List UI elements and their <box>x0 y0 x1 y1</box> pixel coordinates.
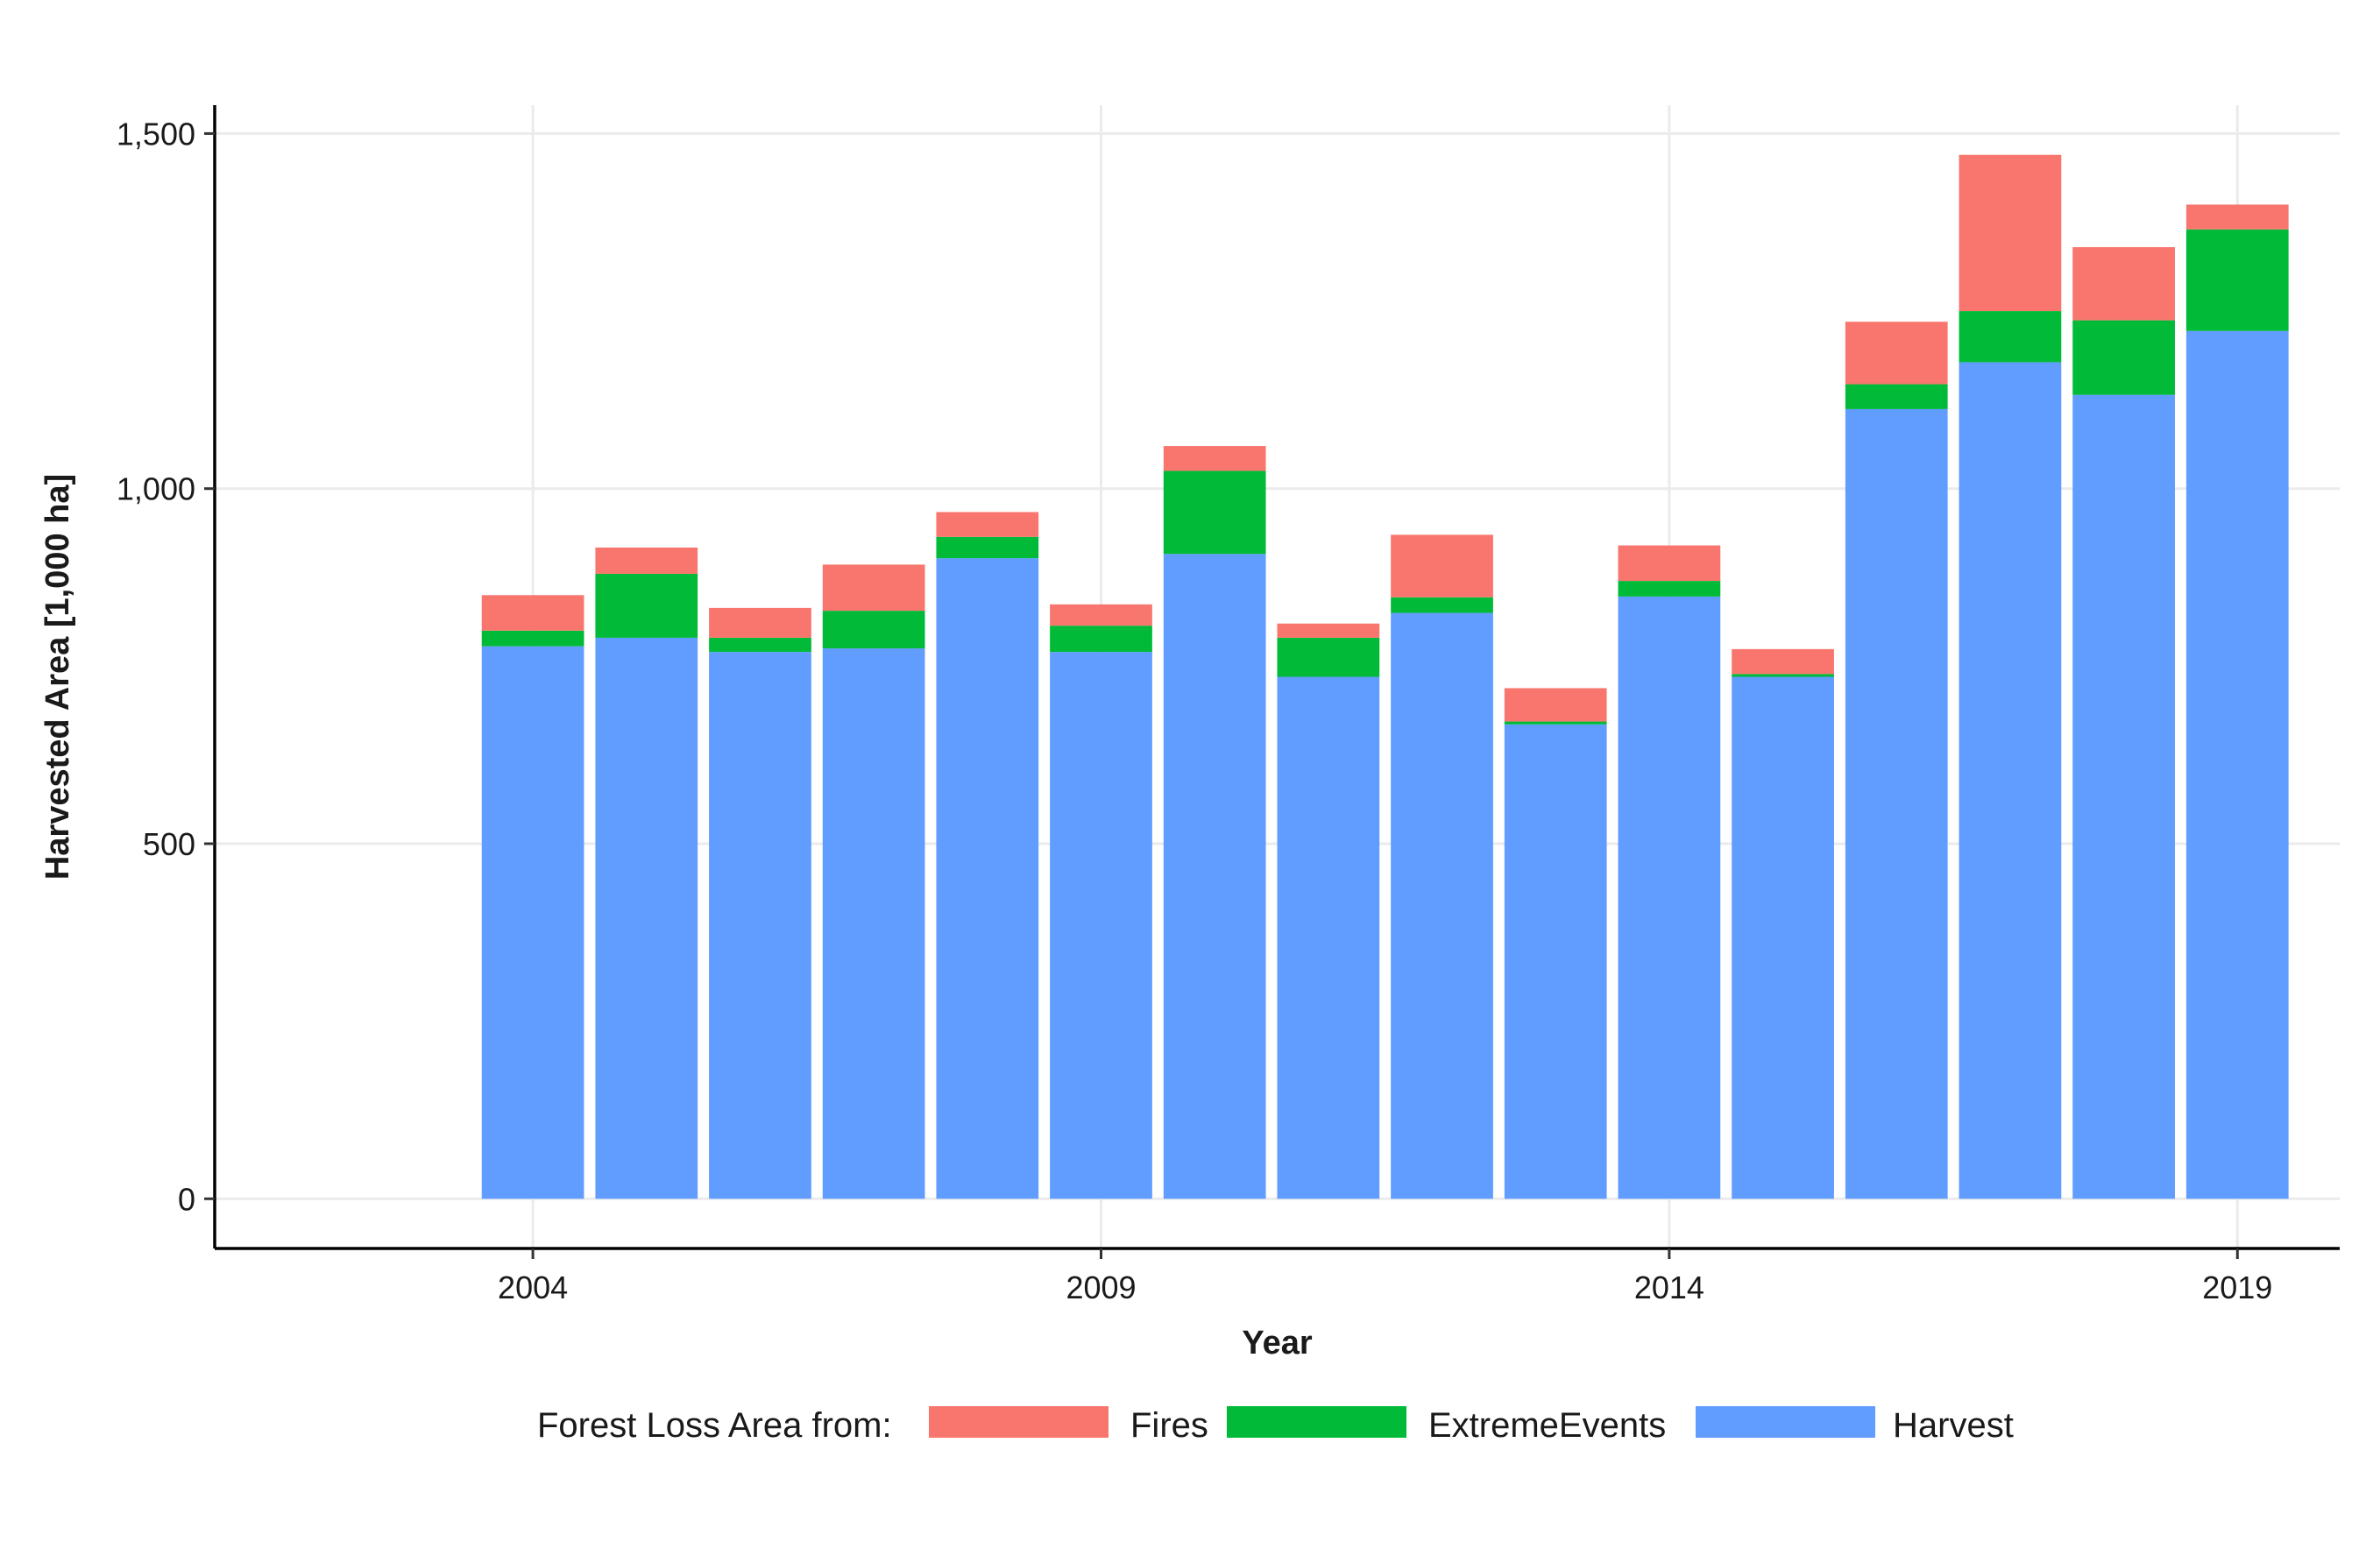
bar-harvest-2005 <box>595 637 698 1199</box>
bar-fires-2006 <box>709 607 811 638</box>
bar-harvest-2004 <box>481 646 584 1199</box>
y-tick-label: 1,000 <box>117 471 195 507</box>
bar-fires-2013 <box>1504 688 1607 722</box>
bar-fires-2016 <box>1845 322 1948 385</box>
bar-fires-2009 <box>1050 604 1152 626</box>
bar-harvest-2019 <box>2185 330 2289 1199</box>
legend-label-fires: Fires <box>1130 1406 1208 1445</box>
bar-fires-2019 <box>2185 204 2289 230</box>
legend: Forest Loss Area from: Fires ExtremeEvent… <box>537 1406 2014 1445</box>
bar-harvest-2007 <box>822 648 925 1199</box>
bar-fires-2004 <box>481 595 584 631</box>
bar-extremeevents-2015 <box>1732 674 1834 677</box>
bar-harvest-2011 <box>1277 676 1380 1199</box>
bar-fires-2005 <box>595 547 698 574</box>
x-tick-label: 2019 <box>2202 1270 2272 1305</box>
bar-extremeevents-2019 <box>2185 229 2289 331</box>
bar-fires-2012 <box>1391 534 1493 598</box>
bar-extremeevents-2007 <box>822 611 925 649</box>
bar-harvest-2015 <box>1732 676 1834 1199</box>
bar-extremeevents-2011 <box>1277 637 1380 677</box>
bar-extremeevents-2016 <box>1845 384 1948 409</box>
bar-extremeevents-2012 <box>1391 597 1493 613</box>
legend-key-extremeevents <box>1227 1406 1406 1438</box>
y-tick-label: 0 <box>178 1181 195 1217</box>
legend-label-extremeevents: ExtremeEvents <box>1428 1406 1666 1445</box>
bar-harvest-2009 <box>1050 652 1152 1199</box>
bar-extremeevents-2013 <box>1504 721 1607 725</box>
legend-key-harvest <box>1696 1406 1875 1438</box>
bar-harvest-2014 <box>1618 596 1721 1199</box>
x-tick-label: 2009 <box>1066 1270 1136 1305</box>
bar-extremeevents-2009 <box>1050 626 1152 653</box>
bar-fires-2010 <box>1163 446 1266 471</box>
bar-fires-2018 <box>2072 247 2175 321</box>
bar-fires-2017 <box>1959 154 2062 312</box>
y-axis-title: Harvested Area [1,000 ha] <box>39 474 76 880</box>
legend-title: Forest Loss Area from: <box>537 1406 892 1445</box>
bar-extremeevents-2017 <box>1959 311 2062 363</box>
bar-harvest-2017 <box>1959 362 2062 1199</box>
bar-harvest-2008 <box>936 558 1039 1199</box>
x-axis-title: Year <box>1242 1325 1313 1362</box>
bar-extremeevents-2005 <box>595 573 698 638</box>
axes <box>213 105 2340 1250</box>
bar-fires-2011 <box>1277 623 1380 638</box>
bar-extremeevents-2006 <box>709 637 811 653</box>
bar-fires-2008 <box>936 512 1039 537</box>
bar-harvest-2016 <box>1845 408 1948 1199</box>
bar-extremeevents-2010 <box>1163 470 1266 555</box>
y-tick-label: 1,500 <box>117 116 195 152</box>
bar-extremeevents-2004 <box>481 630 584 647</box>
x-tick-label: 2004 <box>498 1270 568 1305</box>
bar-harvest-2012 <box>1391 612 1493 1199</box>
legend-label-harvest: Harvest <box>1893 1406 2014 1445</box>
bar-fires-2007 <box>822 564 925 612</box>
bar-extremeevents-2014 <box>1618 581 1721 597</box>
bar-extremeevents-2018 <box>2072 320 2175 395</box>
bar-extremeevents-2008 <box>936 536 1039 559</box>
bar-harvest-2018 <box>2072 394 2175 1199</box>
bar-harvest-2010 <box>1163 554 1266 1199</box>
y-tick-label: 500 <box>143 826 195 862</box>
ticks: 0 500 1,000 1,500 2004 2009 2014 2019 <box>117 116 2272 1305</box>
bar-harvest-2013 <box>1504 724 1607 1199</box>
bar-harvest-2006 <box>709 652 811 1199</box>
legend-key-fires <box>929 1406 1109 1438</box>
bar-fires-2014 <box>1618 545 1721 582</box>
bar-fires-2015 <box>1732 648 1834 675</box>
bars <box>481 154 2289 1199</box>
x-tick-label: 2014 <box>1634 1270 1704 1305</box>
